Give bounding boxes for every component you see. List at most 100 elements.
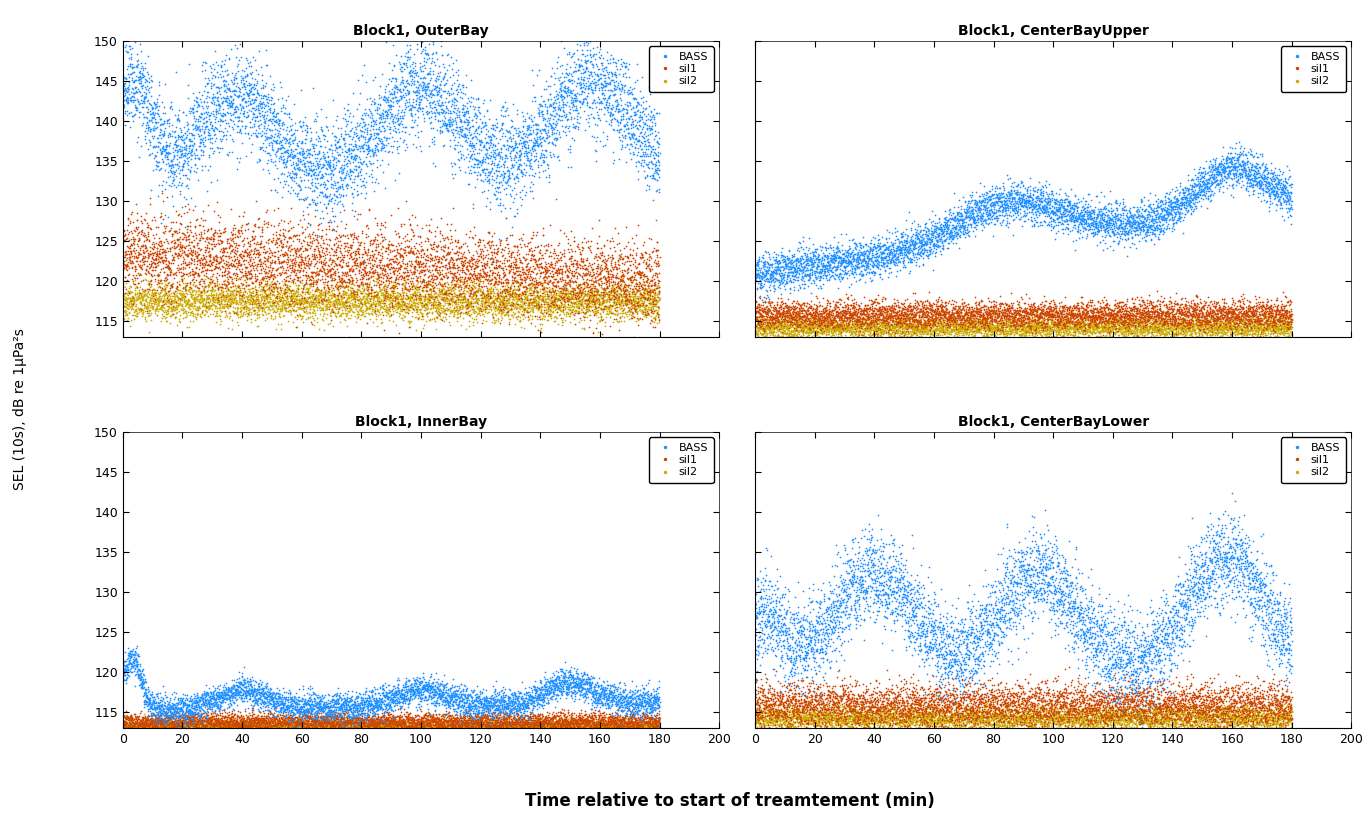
sil1 <box>351 225 373 238</box>
sil1 <box>1014 697 1036 710</box>
sil1 <box>1111 302 1133 315</box>
sil2 <box>545 289 566 302</box>
BASS <box>829 250 850 263</box>
sil2 <box>1269 323 1291 336</box>
BASS <box>415 679 437 692</box>
sil2 <box>1033 699 1055 712</box>
sil2 <box>474 730 495 743</box>
BASS <box>516 165 538 178</box>
sil1 <box>1048 299 1070 312</box>
BASS <box>774 258 796 271</box>
BASS <box>883 614 905 627</box>
sil2 <box>1046 730 1067 744</box>
sil1 <box>1127 309 1149 322</box>
BASS <box>257 685 278 698</box>
sil2 <box>1168 318 1190 331</box>
BASS <box>627 105 648 118</box>
sil1 <box>1040 306 1062 319</box>
sil1 <box>318 239 340 252</box>
sil1 <box>801 311 823 324</box>
BASS <box>1193 532 1215 545</box>
BASS <box>557 88 579 101</box>
sil2 <box>927 716 949 729</box>
sil2 <box>528 295 550 308</box>
sil2 <box>882 322 904 335</box>
BASS <box>557 675 579 688</box>
sil1 <box>307 709 329 722</box>
sil1 <box>1280 303 1302 316</box>
BASS <box>647 155 669 168</box>
sil1 <box>900 708 921 721</box>
BASS <box>955 210 977 223</box>
BASS <box>1151 624 1173 637</box>
sil2 <box>207 721 229 734</box>
sil1 <box>515 714 536 727</box>
sil2 <box>971 318 992 331</box>
sil1 <box>502 250 524 263</box>
sil1 <box>478 715 500 728</box>
sil1 <box>399 713 420 726</box>
BASS <box>318 688 340 701</box>
sil1 <box>917 305 939 318</box>
BASS <box>1212 166 1234 179</box>
sil2 <box>1222 712 1244 725</box>
sil1 <box>1132 306 1153 319</box>
BASS <box>486 116 508 129</box>
BASS <box>324 197 345 210</box>
sil1 <box>467 273 489 286</box>
BASS <box>796 254 818 267</box>
sil1 <box>994 695 1016 708</box>
BASS <box>308 697 330 710</box>
sil1 <box>902 299 924 312</box>
sil1 <box>1043 708 1065 721</box>
sil2 <box>463 279 485 292</box>
sil2 <box>980 722 1002 735</box>
sil1 <box>923 701 945 714</box>
sil2 <box>1077 717 1099 730</box>
sil1 <box>483 723 505 736</box>
sil2 <box>1029 320 1051 333</box>
sil2 <box>1082 318 1104 331</box>
sil2 <box>463 279 485 292</box>
sil2 <box>363 289 385 302</box>
sil1 <box>255 236 277 249</box>
BASS <box>1219 151 1241 164</box>
sil1 <box>976 705 998 718</box>
BASS <box>930 245 951 258</box>
sil1 <box>1020 319 1041 332</box>
BASS <box>259 690 281 703</box>
BASS <box>258 114 280 127</box>
sil2 <box>152 722 173 735</box>
sil1 <box>893 308 915 321</box>
sil2 <box>1122 312 1144 325</box>
BASS <box>1065 212 1087 225</box>
BASS <box>936 227 958 240</box>
sil2 <box>603 294 625 307</box>
sil1 <box>1207 704 1228 717</box>
sil1 <box>1117 301 1138 314</box>
sil1 <box>277 717 299 730</box>
sil1 <box>1182 699 1204 712</box>
sil1 <box>1047 317 1069 330</box>
sil2 <box>782 312 804 326</box>
BASS <box>1218 152 1239 165</box>
sil2 <box>315 303 337 316</box>
sil1 <box>602 714 624 727</box>
sil2 <box>1028 712 1050 726</box>
sil2 <box>895 326 917 339</box>
BASS <box>221 690 243 703</box>
BASS <box>119 652 141 665</box>
sil1 <box>1152 319 1174 332</box>
sil1 <box>497 237 519 250</box>
sil1 <box>1095 299 1117 312</box>
sil1 <box>991 311 1013 324</box>
sil1 <box>857 302 879 315</box>
sil1 <box>149 717 171 730</box>
sil2 <box>1272 317 1294 330</box>
sil2 <box>221 718 243 731</box>
sil2 <box>291 718 313 731</box>
sil2 <box>786 317 808 330</box>
sil2 <box>1014 717 1036 730</box>
BASS <box>232 92 254 106</box>
BASS <box>943 643 965 656</box>
